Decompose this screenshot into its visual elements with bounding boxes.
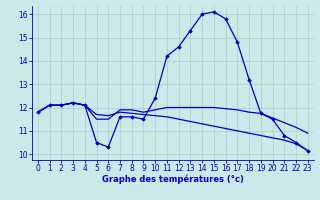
X-axis label: Graphe des températures (°c): Graphe des températures (°c) [102, 175, 244, 184]
